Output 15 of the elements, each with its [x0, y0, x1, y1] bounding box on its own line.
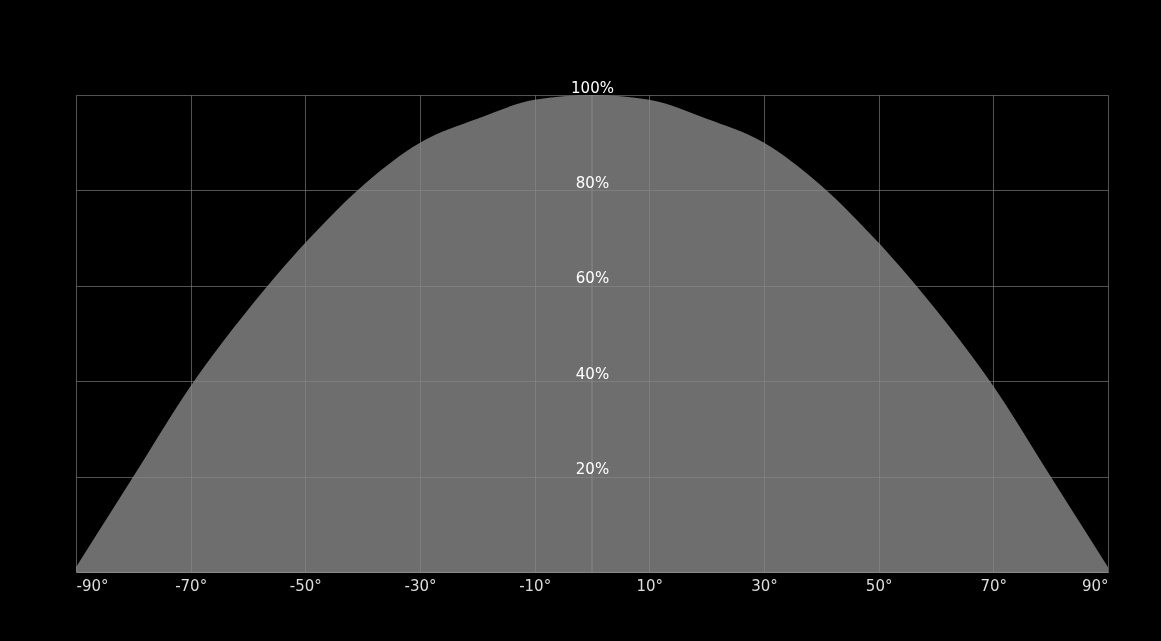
- x-tick-label: -90°: [76, 576, 109, 595]
- x-tick-label: -50°: [289, 576, 322, 595]
- x-tick-label: -10°: [519, 576, 552, 595]
- x-tick-label: -70°: [175, 576, 208, 595]
- x-tick-label: 70°: [980, 576, 1008, 595]
- x-tick-label: 30°: [751, 576, 778, 595]
- x-tick-label: 50°: [865, 576, 893, 595]
- x-tick-label: -30°: [404, 576, 437, 595]
- y-tick-label: 20%: [575, 460, 610, 479]
- y-tick-label: 100%: [571, 78, 614, 97]
- x-tick-label: 10°: [636, 576, 664, 595]
- y-tick-label: 80%: [575, 173, 610, 192]
- y-tick-label: 60%: [575, 269, 610, 288]
- x-tick-label: 90°: [1081, 576, 1109, 595]
- y-tick-label: 40%: [575, 364, 610, 383]
